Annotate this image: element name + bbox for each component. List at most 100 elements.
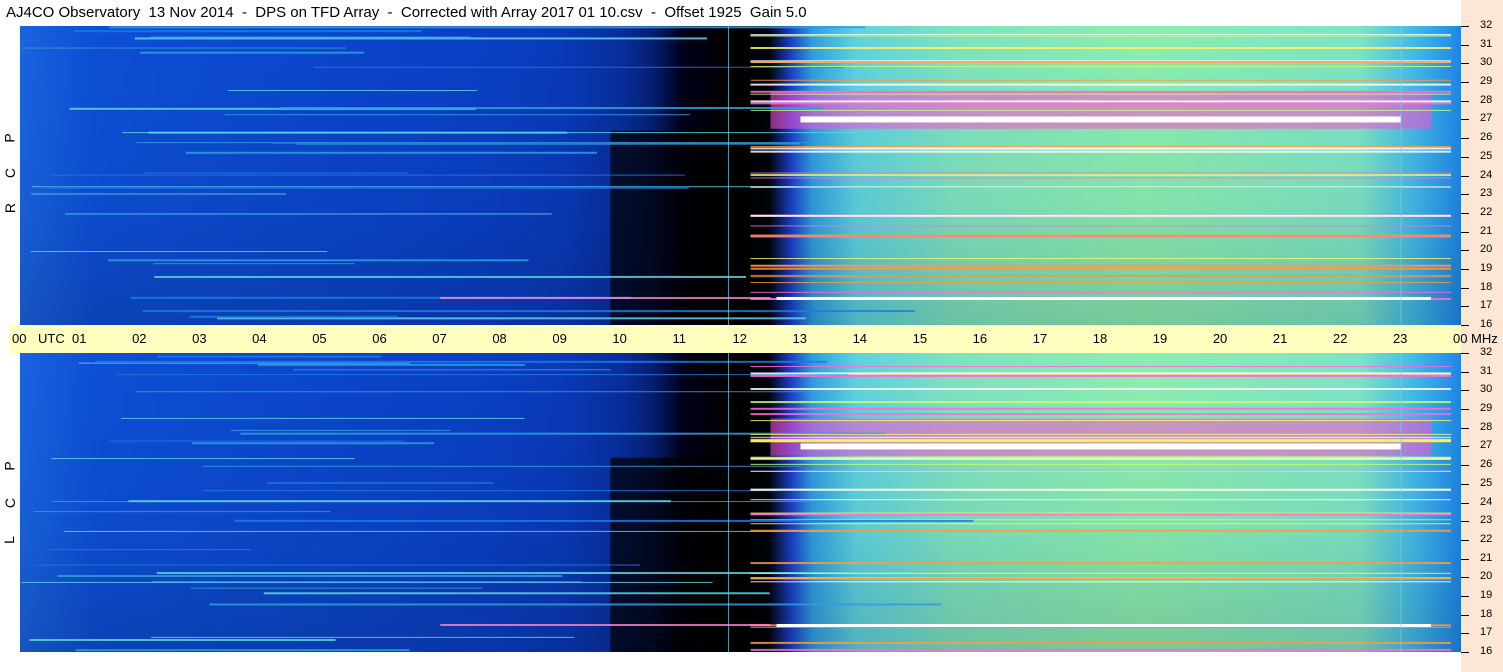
- interference-stripe: [750, 47, 1451, 50]
- interference-stripe: [750, 420, 1451, 422]
- interference-stripe: [189, 315, 398, 318]
- interference-stripe: [63, 530, 832, 532]
- interference-stripe: [750, 186, 1451, 188]
- interference-stripe: [750, 562, 1451, 565]
- frequency-tick-mark: [1461, 577, 1469, 579]
- frequency-tick-mark: [1461, 539, 1469, 541]
- interference-stripe: [750, 102, 1451, 105]
- time-tick-label: 19: [1152, 331, 1168, 346]
- frequency-tick-mark: [1461, 63, 1469, 65]
- interference-stripe: [750, 150, 1451, 153]
- frequency-tick-mark: [1461, 268, 1469, 270]
- frequency-tick-mark: [1461, 502, 1469, 504]
- interference-stripe: [750, 641, 1451, 644]
- interference-stripe: [51, 458, 355, 460]
- interference-stripe: [750, 146, 1451, 148]
- frequency-tick-mark: [1461, 82, 1469, 84]
- interference-stripe: [750, 413, 1451, 416]
- interference-stripe: [109, 26, 866, 29]
- emission-band-core: [800, 116, 1401, 123]
- frequency-tick-label: 19: [1480, 588, 1493, 601]
- time-tick-label: 11: [672, 331, 686, 346]
- interference-stripe: [142, 310, 915, 313]
- low-band-line: [440, 623, 771, 626]
- interference-stripe: [95, 360, 828, 363]
- frequency-tick-mark: [1461, 44, 1469, 46]
- frequency-tick-label: 22: [1480, 532, 1493, 545]
- frequency-tick-label: 23: [1480, 187, 1493, 200]
- time-tick-label: 10: [612, 331, 627, 346]
- rcp-label-letter: C: [2, 167, 19, 179]
- time-axis-unit: UTC: [38, 331, 65, 346]
- interference-stripe: [750, 438, 1451, 440]
- interference-stripe: [750, 34, 1451, 36]
- frequency-tick-label: 27: [1480, 439, 1493, 452]
- low-band-line: [440, 296, 771, 299]
- time-tick-label: 00: [1453, 331, 1468, 346]
- interference-stripe: [750, 214, 1451, 217]
- frequency-tick-label: 28: [1480, 93, 1493, 106]
- interference-stripe: [75, 649, 410, 652]
- time-tick-label: 00: [12, 331, 27, 346]
- frequency-tick-mark: [1461, 409, 1469, 411]
- night-dark-region: [610, 130, 746, 325]
- interference-stripe: [65, 213, 552, 215]
- frequency-tick-label: 23: [1480, 514, 1493, 527]
- interference-stripe: [135, 391, 810, 393]
- interference-stripe: [750, 274, 1451, 276]
- frequency-tick-label: 32: [1480, 19, 1493, 31]
- interference-stripe: [130, 296, 631, 299]
- lcp-panel: [20, 353, 1461, 652]
- time-tick-label: 18: [1092, 331, 1108, 346]
- frequency-tick-mark: [1461, 138, 1469, 140]
- time-tick-label: 14: [852, 331, 868, 346]
- frequency-tick-label: 22: [1480, 205, 1493, 218]
- interference-stripe: [750, 291, 1451, 293]
- interference-stripe: [154, 275, 746, 278]
- interference-stripe: [750, 186, 1451, 188]
- interference-stripe: [136, 142, 810, 144]
- interference-stripe: [750, 463, 1451, 465]
- frequency-tick-mark: [1461, 212, 1469, 214]
- interference-stripe: [750, 282, 1451, 284]
- frequency-tick-mark: [1461, 390, 1469, 392]
- frequency-tick-mark: [1461, 483, 1469, 485]
- frequency-tick-mark: [1461, 521, 1469, 523]
- interference-stripe: [209, 603, 942, 606]
- frequency-tick-mark: [1461, 175, 1469, 177]
- interference-stripe: [267, 482, 494, 484]
- interference-stripe: [202, 465, 802, 467]
- frequency-tick-mark: [1461, 306, 1469, 308]
- title-bar: AJ4CO Observatory 13 Nov 2014 - DPS on T…: [0, 0, 1461, 26]
- interference-stripe: [128, 500, 671, 503]
- interference-stripe: [281, 107, 823, 110]
- interference-stripe: [234, 519, 974, 522]
- interference-stripe: [134, 37, 708, 40]
- frequency-tick-label: 20: [1480, 243, 1493, 256]
- frequency-tick-mark: [1461, 371, 1469, 373]
- interference-stripe: [22, 47, 347, 49]
- frequency-tick-label: 20: [1480, 570, 1493, 583]
- interference-stripe: [750, 388, 1451, 391]
- interference-stripe: [750, 172, 1451, 174]
- time-tick-label: 04: [252, 331, 267, 346]
- frequency-tick-mark: [1461, 427, 1469, 429]
- frequency-tick-mark: [1461, 100, 1469, 102]
- interference-stripe: [157, 355, 381, 358]
- interference-stripe: [750, 519, 1451, 521]
- interference-stripe: [122, 132, 912, 134]
- interference-stripe: [78, 362, 410, 364]
- time-tick-label: 02: [132, 331, 147, 346]
- interference-stripe: [750, 174, 1451, 177]
- interference-stripe: [192, 442, 435, 445]
- interference-stripe: [750, 276, 1451, 278]
- frequency-tick-label: 19: [1480, 261, 1493, 274]
- low-band-line-day: [776, 623, 1431, 627]
- interference-stripe: [750, 366, 1451, 368]
- frequency-tick-label: 17: [1480, 626, 1493, 639]
- lcp-label-letter: P: [1, 461, 18, 471]
- frequency-tick-mark: [1461, 194, 1469, 196]
- interference-stripe: [750, 109, 1451, 111]
- frequency-tick-mark: [1461, 156, 1469, 158]
- frequency-tick-mark: [1461, 250, 1469, 252]
